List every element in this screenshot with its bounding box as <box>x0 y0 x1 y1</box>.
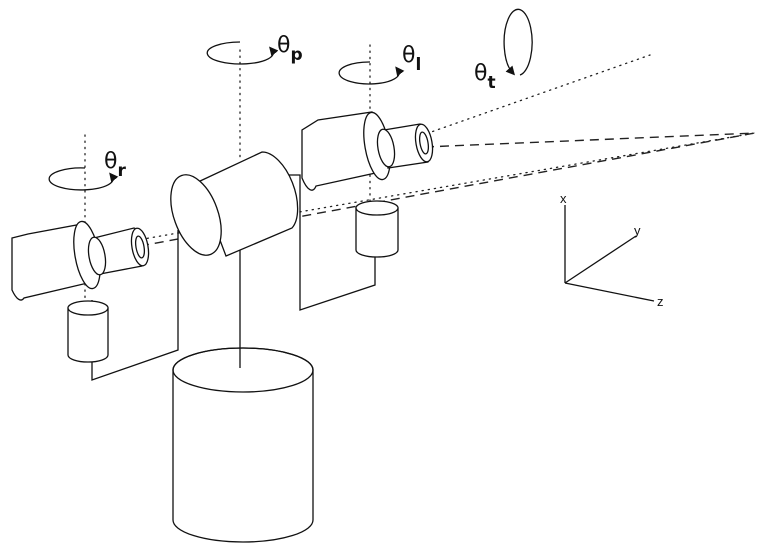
theta-p-label: θp <box>277 33 303 65</box>
rotation-arrow-tilt <box>503 8 533 76</box>
right-camera <box>11 220 150 301</box>
theta-t-label: θt <box>474 61 496 93</box>
tilt-cylinder <box>170 151 299 257</box>
z-axis-label: z <box>657 294 664 309</box>
y-axis-line <box>564 235 637 284</box>
theta-r-label: θr <box>104 149 126 181</box>
pan-tilt-dotted-axis <box>79 132 756 251</box>
x-axis-label: x <box>560 191 567 206</box>
right-verge-motor <box>67 300 109 363</box>
rotation-arrow-right-verge <box>48 167 119 191</box>
tilt-dotted-axis <box>379 54 651 151</box>
left-verge-motor <box>355 200 399 258</box>
theta-l-label: θl <box>402 43 421 75</box>
left-bracket <box>285 174 376 311</box>
left-eye-gaze-line <box>424 132 756 148</box>
rotation-arrow-pan <box>206 41 279 65</box>
z-axis-line <box>564 282 655 302</box>
base-cylinder <box>172 347 314 543</box>
rotation-arrow-left-verge <box>338 61 405 85</box>
y-axis-label: y <box>634 223 641 238</box>
coordinate-frame: x y z <box>560 191 664 309</box>
left-camera <box>301 111 434 191</box>
